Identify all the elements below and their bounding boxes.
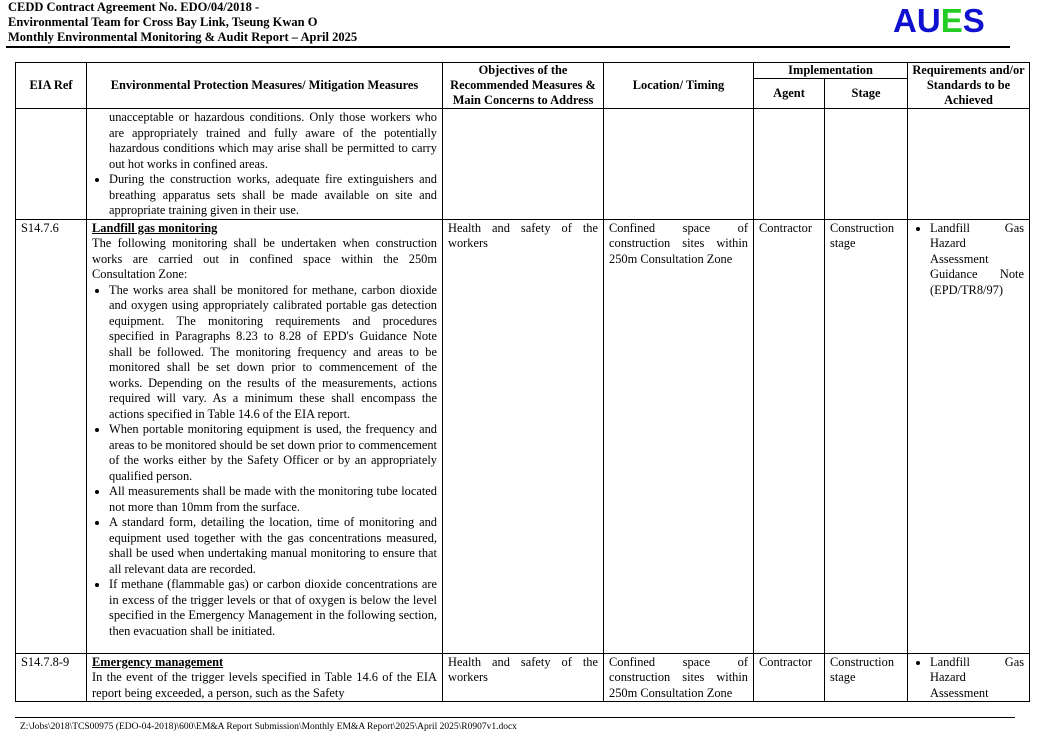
measure-intro: In the event of the trigger levels speci…	[92, 670, 437, 700]
measure-intro: unacceptable or hazardous conditions. On…	[109, 110, 437, 171]
measure-title: Emergency management	[92, 654, 224, 669]
measures-cell: Landfill gas monitoring The following mo…	[86, 218, 443, 654]
agent-cell: Contractor	[753, 652, 825, 702]
footer-file-path: Z:\Jobs\2018\TCS00975 (EDO-04-2018)\600\…	[20, 722, 517, 732]
col-requirements: Requirements and/or Standards to be Achi…	[907, 62, 1031, 109]
col-objectives: Objectives of the Recommended Measures &…	[442, 62, 604, 109]
col-implementation: Implementation	[752, 62, 909, 79]
header-line-1: CEDD Contract Agreement No. EDO/04/2018 …	[8, 0, 260, 14]
location-cell	[603, 108, 754, 220]
measure-bullet: All measurements shall be made with the …	[109, 484, 437, 515]
measure-bullet: A standard form, detailing the location,…	[109, 515, 437, 577]
eia-ref-cell	[15, 108, 87, 220]
stage-cell	[823, 108, 909, 220]
eia-ref-cell: S14.7.8-9	[15, 652, 87, 702]
header-rule	[6, 46, 1010, 48]
measure-bullet: The works area shall be monitored for me…	[109, 283, 437, 423]
eia-ref-cell: S14.7.6	[15, 218, 87, 654]
requirements-cell: Landfill Gas Hazard Assessment	[907, 652, 1031, 702]
agent-cell: Contractor	[753, 218, 825, 654]
measure-bullet: When portable monitoring equipment is us…	[109, 422, 437, 484]
mitigation-measures-table: EIA Ref Environmental Protection Measure…	[15, 62, 1031, 702]
requirement-item: Landfill Gas Hazard Assessment Guidance …	[930, 221, 1024, 299]
table-row: S14.7.6 Landfill gas monitoring The foll…	[15, 218, 1031, 654]
logo-letter: E	[940, 2, 963, 39]
measure-intro: The following monitoring shall be undert…	[92, 236, 437, 281]
table-row: S14.7.8-9 Emergency management In the ev…	[15, 652, 1031, 702]
measure-bullet: During the construction works, adequate …	[109, 172, 437, 218]
logo-letter: U	[916, 2, 941, 39]
measures-cell: unacceptable or hazardous conditions. On…	[86, 108, 443, 220]
col-measures: Environmental Protection Measures/ Mitig…	[86, 62, 443, 109]
stage-cell: Construction stage	[823, 652, 909, 702]
stage-cell: Construction stage	[823, 218, 909, 654]
document-header: CEDD Contract Agreement No. EDO/04/2018 …	[8, 0, 357, 45]
aues-logo: AUES	[893, 2, 985, 40]
measures-cell: Emergency management In the event of the…	[86, 652, 443, 702]
logo-letter: A	[893, 2, 917, 39]
requirements-cell	[907, 108, 1031, 220]
objectives-cell: Health and safety of the workers	[442, 652, 604, 702]
requirement-item: Landfill Gas Hazard Assessment	[930, 655, 1024, 701]
col-location: Location/ Timing	[603, 62, 754, 109]
col-agent: Agent	[753, 78, 825, 109]
objectives-cell: Health and safety of the workers	[442, 218, 604, 654]
location-cell: Confined space of construction sites wit…	[603, 652, 754, 702]
footer-rule	[15, 717, 1015, 718]
measure-title: Landfill gas monitoring	[92, 220, 218, 235]
header-line-2: Environmental Team for Cross Bay Link, T…	[8, 15, 318, 29]
table-row: unacceptable or hazardous conditions. On…	[15, 108, 1031, 220]
logo-letter: S	[962, 2, 985, 39]
agent-cell	[753, 108, 825, 220]
col-stage: Stage	[823, 78, 909, 109]
header-line-3: Monthly Environmental Monitoring & Audit…	[8, 30, 358, 44]
requirements-cell: Landfill Gas Hazard Assessment Guidance …	[907, 218, 1031, 654]
measure-bullet: If methane (flammable gas) or carbon dio…	[109, 577, 437, 639]
col-eia-ref: EIA Ref	[15, 62, 87, 109]
location-cell: Confined space of construction sites wit…	[603, 218, 754, 654]
objectives-cell	[442, 108, 604, 220]
